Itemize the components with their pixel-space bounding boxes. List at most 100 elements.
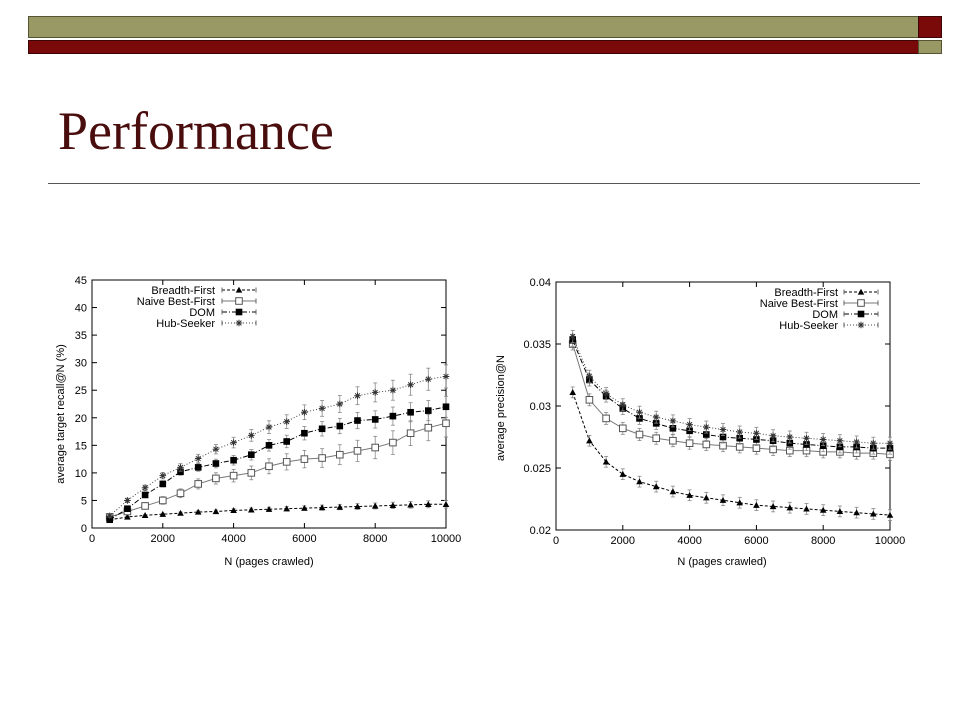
data-point — [389, 386, 397, 394]
data-point — [652, 434, 660, 443]
data-point — [669, 425, 677, 432]
legend-marker — [857, 299, 865, 307]
legend-label: Hub-Seeker — [779, 320, 838, 332]
series-line — [109, 503, 446, 521]
legend-label: DOM — [812, 309, 838, 321]
data-point — [159, 510, 167, 517]
data-point — [635, 430, 644, 439]
data-point — [786, 433, 794, 441]
data-point — [106, 512, 113, 520]
data-point — [194, 455, 202, 462]
header-bar-maroon — [28, 40, 920, 54]
data-point — [686, 491, 693, 498]
data-point — [442, 501, 450, 507]
series-dom — [106, 395, 450, 524]
data-point — [318, 425, 326, 433]
legend-marker — [857, 288, 865, 295]
y-tick-label: 35 — [75, 330, 87, 342]
data-point — [836, 508, 844, 515]
data-point — [703, 431, 710, 438]
data-point — [301, 429, 308, 437]
y-tick-label: 20 — [75, 413, 87, 425]
x-tick-label: 4000 — [221, 533, 245, 545]
data-point — [669, 488, 677, 495]
data-point — [685, 439, 694, 447]
data-point — [803, 505, 810, 512]
data-point — [686, 421, 693, 428]
data-point — [619, 470, 627, 477]
data-point — [265, 505, 273, 512]
data-point — [230, 439, 237, 446]
series-line — [109, 375, 447, 517]
data-point — [586, 372, 593, 380]
legend-marker — [235, 308, 243, 316]
data-point — [212, 460, 220, 467]
data-point — [569, 389, 576, 395]
data-point — [702, 440, 711, 449]
series-breadth-first — [106, 500, 450, 523]
data-point — [141, 512, 149, 518]
data-point — [230, 507, 237, 514]
data-point — [586, 437, 593, 444]
data-point — [652, 483, 660, 490]
data-point — [106, 516, 113, 524]
data-point — [194, 508, 202, 515]
data-point — [569, 333, 576, 340]
data-point — [836, 437, 844, 445]
data-point — [371, 502, 379, 509]
data-point — [283, 438, 290, 445]
data-point — [141, 502, 149, 510]
y-tick-label: 30 — [75, 358, 87, 370]
data-point — [265, 442, 273, 449]
data-point — [371, 416, 379, 423]
series-line — [572, 392, 891, 516]
series-line — [572, 336, 890, 444]
data-point — [886, 511, 894, 518]
legend-label: Naive Best-First — [760, 298, 838, 310]
series-breadth-first — [569, 386, 894, 521]
data-point — [124, 497, 131, 504]
legend-label: Breadth-First — [151, 285, 215, 297]
data-point — [141, 491, 149, 499]
data-point — [229, 471, 238, 480]
legend-marker — [857, 321, 865, 329]
data-point — [194, 464, 202, 471]
x-tick-label: 8000 — [811, 535, 835, 547]
data-point — [424, 423, 433, 432]
y-axis-label: average target recall@N (%) — [55, 344, 67, 484]
y-tick-label: 0 — [81, 523, 87, 535]
data-point — [124, 505, 131, 513]
y-tick-label: 15 — [75, 440, 87, 452]
data-point — [619, 424, 627, 433]
x-tick-label: 0 — [553, 535, 559, 547]
data-point — [177, 468, 184, 476]
legend-label: DOM — [189, 307, 215, 319]
x-axis-label: N (pages crawled) — [224, 556, 313, 568]
data-point — [371, 389, 379, 396]
data-point — [407, 381, 414, 389]
data-point — [318, 504, 326, 511]
data-point — [318, 405, 326, 412]
data-point — [407, 408, 414, 416]
data-point — [124, 513, 131, 520]
data-point — [318, 454, 326, 462]
data-point — [407, 501, 414, 508]
data-point — [619, 401, 627, 409]
y-tick-label: 0.025 — [523, 463, 551, 475]
data-point — [703, 494, 710, 501]
data-point — [870, 510, 877, 517]
data-point — [265, 462, 273, 471]
x-tick-label: 0 — [89, 533, 95, 545]
data-point — [719, 433, 727, 441]
data-point — [159, 472, 167, 479]
data-point — [301, 504, 308, 511]
data-point — [425, 375, 432, 383]
data-point — [265, 423, 273, 431]
y-tick-label: 0.03 — [530, 401, 551, 413]
data-point — [336, 422, 344, 430]
recall-chart: average target recall@N (%) N (pages cra… — [55, 275, 461, 568]
data-point — [282, 458, 291, 466]
data-point — [389, 412, 397, 420]
data-point — [819, 436, 827, 443]
data-point — [141, 484, 149, 492]
